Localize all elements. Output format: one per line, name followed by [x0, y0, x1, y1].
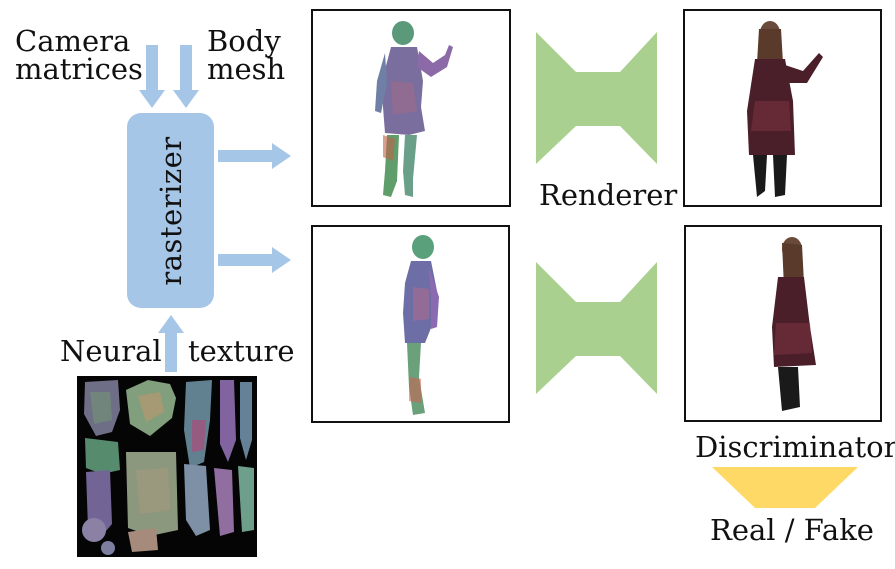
neural-label: Neural	[60, 334, 162, 368]
discriminator-shape	[712, 467, 858, 508]
rasterized-view-frame-bottom	[311, 225, 510, 423]
real-fake-label: Real / Fake	[710, 513, 874, 547]
textured-body-front-image	[375, 21, 453, 197]
camera-matrices-label-line2: matrices	[15, 52, 143, 86]
texture-up-arrow	[158, 315, 184, 372]
renderer-shape-top	[536, 32, 657, 164]
textured-body-side-image	[403, 235, 439, 415]
body-mesh-label-line1: Body	[207, 24, 281, 58]
rasterized-view-frame-top	[311, 9, 511, 207]
rasterizer-right-arrow-bottom	[218, 247, 291, 273]
camera-matrices-label-line1: Camera	[15, 24, 131, 58]
texture-label: texture	[188, 334, 295, 368]
body-mesh-down-arrow	[173, 45, 199, 108]
rasterizer-right-arrow-top	[218, 143, 291, 169]
discriminator-label: Discriminator	[695, 430, 895, 464]
camera-down-arrow	[139, 45, 165, 108]
rendered-person-side-image	[772, 237, 816, 411]
renderer-shape-bottom	[536, 262, 657, 394]
neural-texture-image	[77, 376, 257, 557]
body-mesh-label-line2: mesh	[207, 52, 286, 86]
rasterizer-block: rasterizer	[127, 113, 214, 308]
rendered-output-frame-top	[683, 9, 882, 207]
renderer-label: Renderer	[539, 178, 678, 212]
rendered-person-front-image	[747, 21, 823, 197]
rendered-output-frame-bottom	[684, 225, 882, 422]
